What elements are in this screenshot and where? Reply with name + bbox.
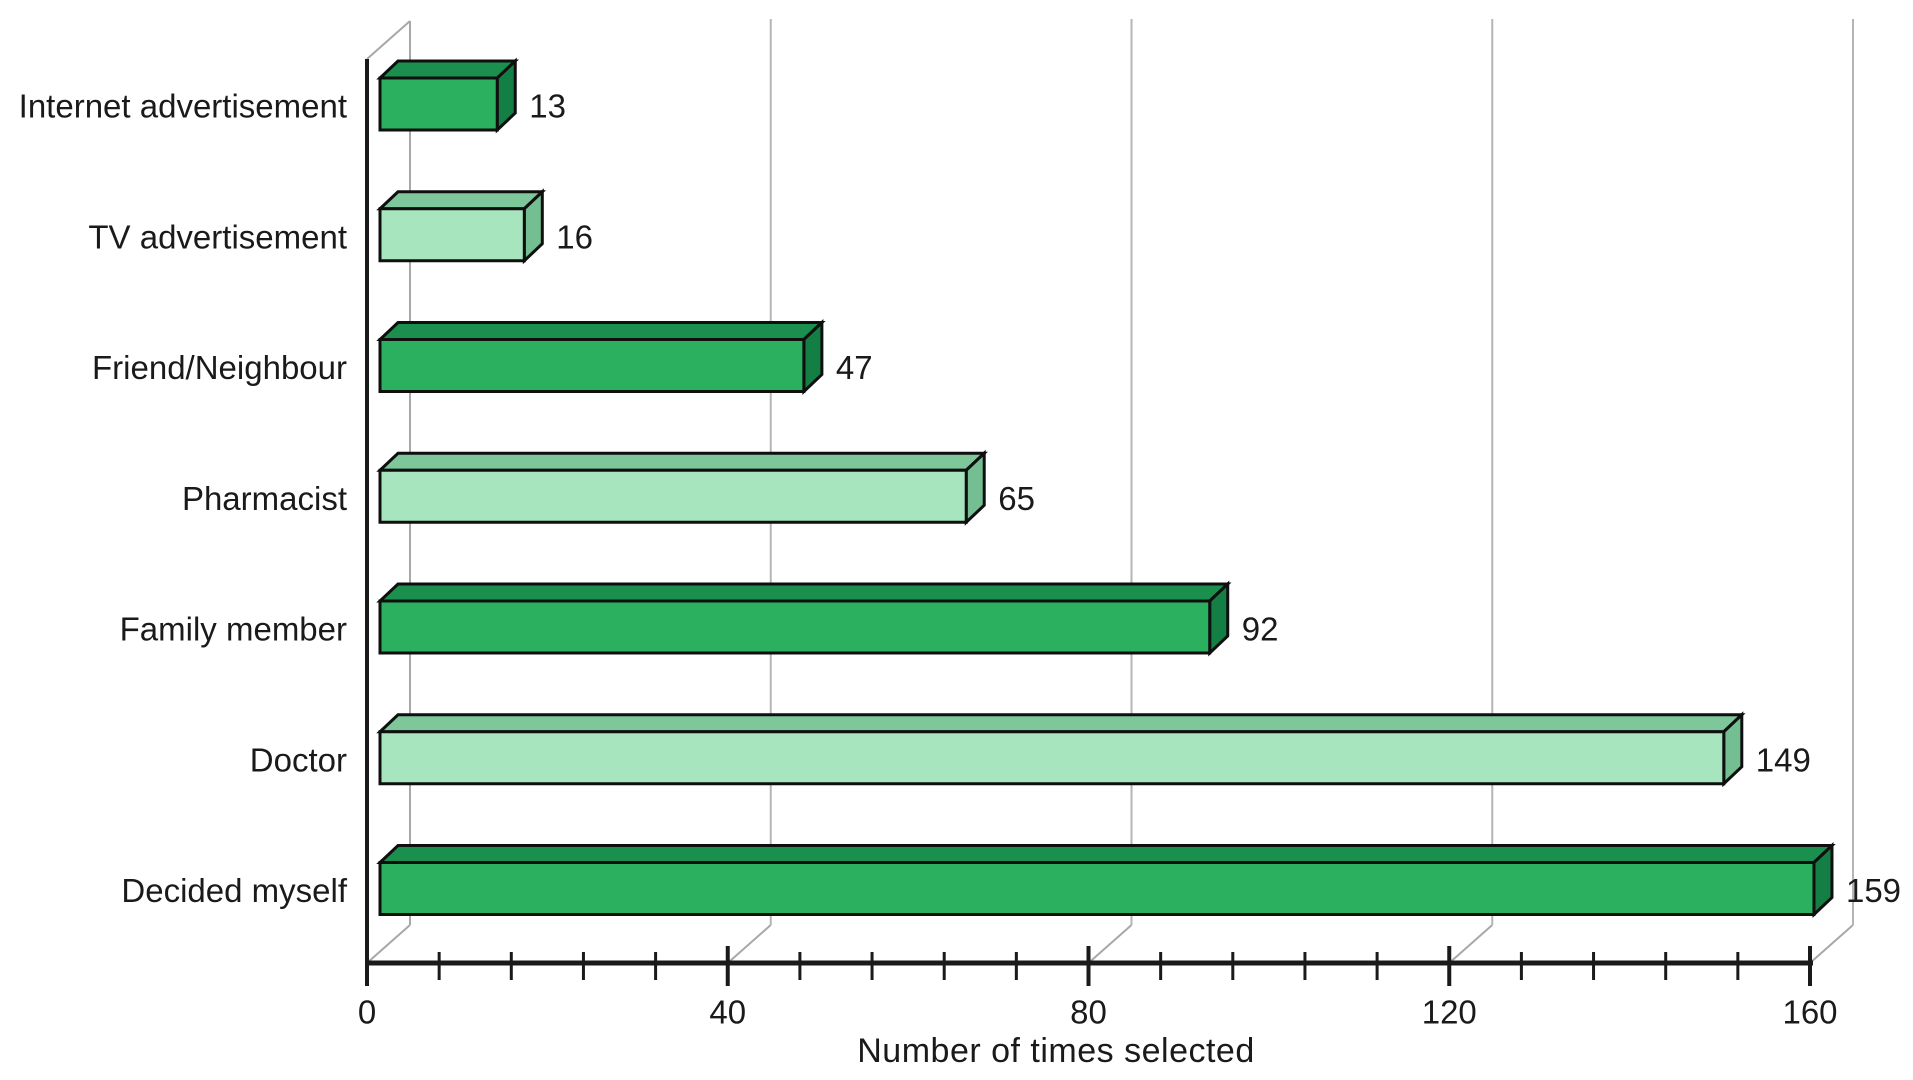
value-label-family-member: 92	[1242, 611, 1279, 648]
x-tick-label-160: 160	[1782, 994, 1837, 1031]
value-label-doctor: 149	[1756, 741, 1811, 778]
bar-front-face	[378, 207, 526, 263]
x-tick-label-40: 40	[709, 994, 746, 1031]
wall-top-diagonal	[366, 20, 411, 60]
bar-front-face	[378, 468, 968, 524]
value-label-tv-advertisement: 16	[556, 218, 593, 255]
bar-tv-advertisement	[376, 188, 547, 265]
value-label-pharmacist: 65	[998, 480, 1035, 517]
value-label-friend-neighbour: 47	[836, 349, 873, 386]
category-label-tv-advertisement: TV advertisement	[88, 218, 347, 255]
bar-top-face	[376, 582, 1232, 603]
category-label-family-member: Family member	[120, 611, 347, 648]
bar-top-face	[376, 59, 520, 80]
bar-front-face	[378, 730, 1726, 786]
bar-pharmacist	[376, 449, 988, 526]
x-axis-title: Number of times selected	[857, 1032, 1255, 1070]
bar-top-face	[376, 190, 547, 211]
bar-top-face	[376, 321, 826, 341]
category-label-friend-neighbour: Friend/Neighbour	[92, 349, 347, 386]
floor-diagonal-80	[1087, 924, 1133, 964]
bar-top-face	[376, 451, 988, 472]
floor-diagonal-160	[1809, 924, 1854, 964]
x-tick-label-80: 80	[1070, 994, 1107, 1031]
category-label-decided-myself: Decided myself	[121, 872, 347, 909]
bar-decided-myself	[376, 842, 1836, 918]
bar-front-face	[378, 599, 1212, 655]
category-label-internet-advertisement: Internet advertisement	[19, 88, 347, 125]
value-label-decided-myself: 159	[1846, 872, 1901, 909]
category-label-doctor: Doctor	[250, 741, 347, 778]
bar-internet-advertisement	[376, 57, 520, 134]
bar-top-face	[376, 844, 1836, 864]
bar-front-face	[378, 338, 806, 393]
value-label-internet-advertisement: 13	[529, 88, 566, 125]
bar-friend-neighbour	[376, 319, 826, 395]
bar-doctor	[376, 711, 1746, 788]
bar-front-face	[378, 861, 1816, 916]
x-tick-label-120: 120	[1422, 994, 1477, 1031]
bar-top-face	[376, 713, 1746, 734]
bar-front-face	[378, 76, 499, 132]
floor-diagonal-0	[366, 924, 411, 964]
floor-diagonal-40	[727, 924, 772, 964]
x-tick-label-0: 0	[358, 994, 376, 1031]
floor-diagonal-120	[1448, 924, 1493, 964]
bar-family-member	[376, 580, 1232, 657]
category-label-pharmacist: Pharmacist	[182, 480, 347, 517]
